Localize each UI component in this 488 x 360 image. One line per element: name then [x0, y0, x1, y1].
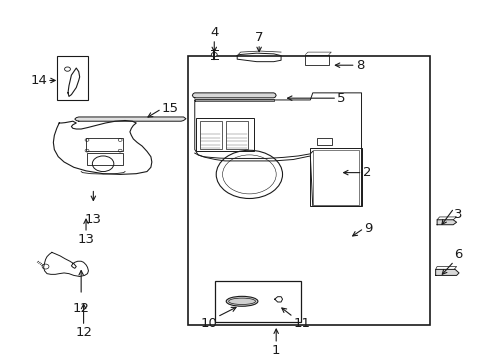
Text: 1: 1	[271, 344, 280, 357]
Bar	[312, 149, 358, 204]
Text: 12: 12	[75, 326, 92, 339]
Polygon shape	[192, 93, 276, 98]
Bar	[87, 153, 122, 165]
Bar	[215, 281, 300, 321]
Text: 13: 13	[84, 213, 102, 226]
Text: 4: 4	[210, 26, 218, 39]
Text: 11: 11	[293, 317, 309, 330]
Bar	[316, 138, 331, 145]
Bar	[199, 121, 221, 149]
Text: 7: 7	[254, 31, 263, 44]
Text: 13: 13	[78, 233, 94, 246]
Ellipse shape	[226, 296, 257, 306]
Bar	[188, 56, 429, 325]
Bar	[86, 138, 122, 151]
Bar	[195, 118, 254, 151]
Text: 15: 15	[161, 102, 178, 115]
Polygon shape	[435, 269, 458, 275]
Text: 8: 8	[355, 59, 363, 72]
Bar	[226, 121, 248, 149]
Text: 10: 10	[200, 317, 217, 330]
Polygon shape	[75, 117, 185, 121]
Circle shape	[211, 53, 217, 57]
Text: 5: 5	[336, 92, 345, 105]
Text: 12: 12	[73, 302, 89, 315]
Text: 14: 14	[30, 74, 47, 87]
Text: 3: 3	[453, 208, 462, 221]
Text: 2: 2	[362, 166, 370, 179]
Polygon shape	[436, 220, 456, 225]
Text: 6: 6	[453, 248, 462, 261]
Bar	[57, 56, 88, 100]
Bar	[305, 55, 328, 65]
Bar	[310, 148, 361, 206]
Text: 9: 9	[363, 222, 371, 235]
